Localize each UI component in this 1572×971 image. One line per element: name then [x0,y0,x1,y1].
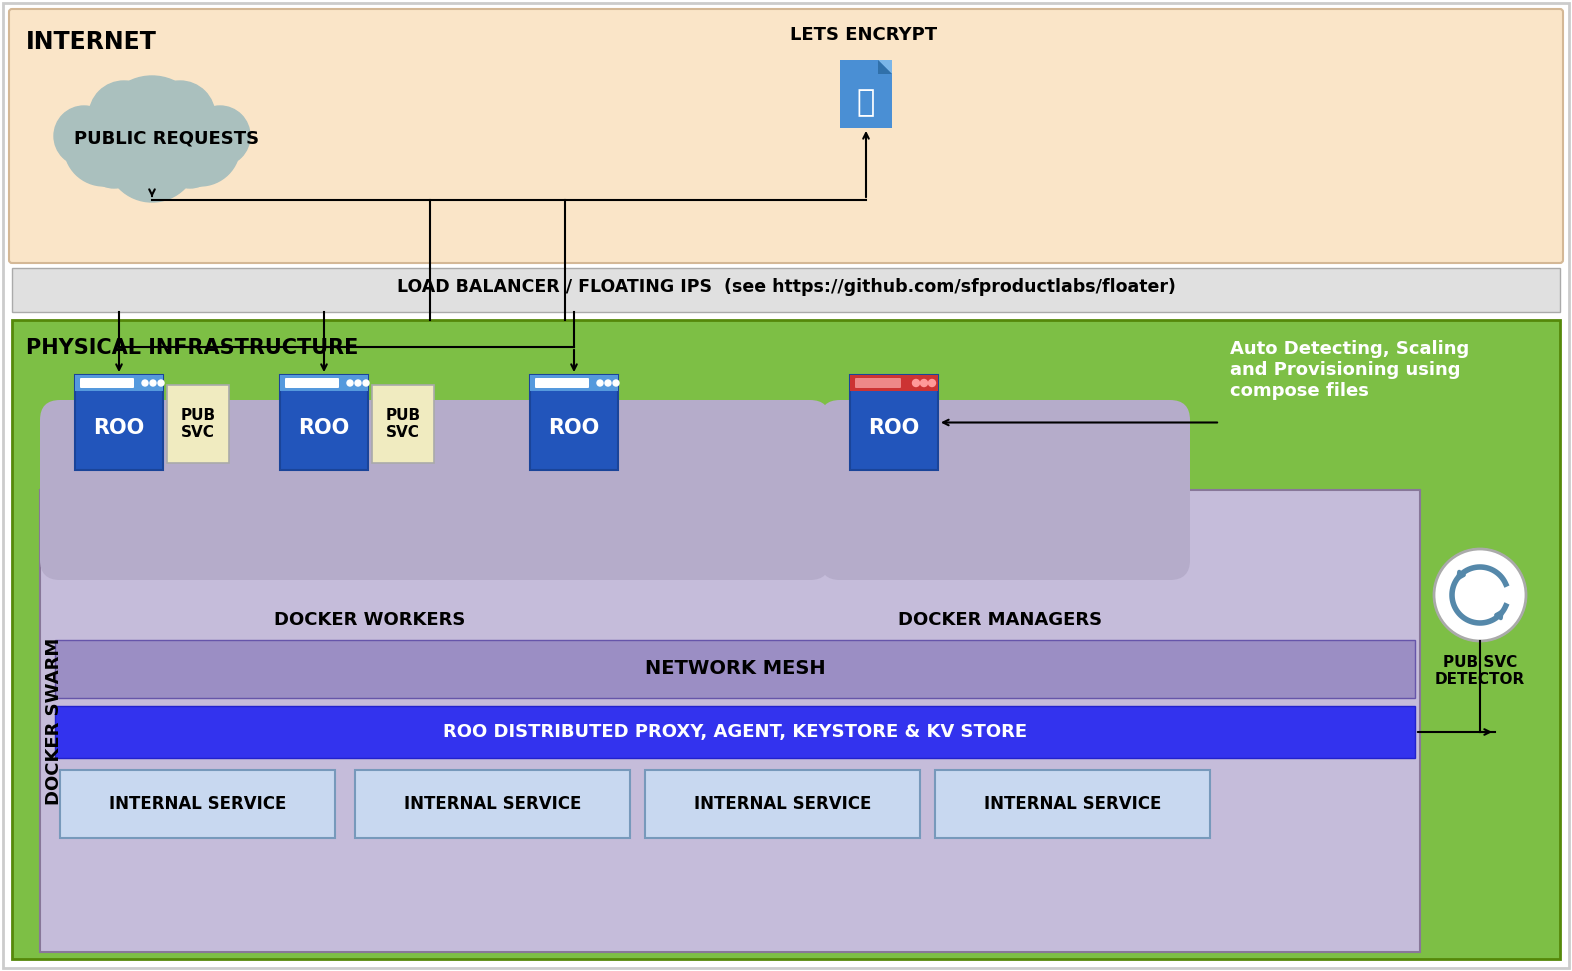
Text: INTERNAL SERVICE: INTERNAL SERVICE [984,795,1162,813]
Text: NETWORK MESH: NETWORK MESH [645,659,825,679]
FancyBboxPatch shape [935,770,1210,838]
Circle shape [53,106,115,166]
Text: ROO: ROO [549,419,599,439]
FancyBboxPatch shape [645,770,920,838]
Text: DOCKER WORKERS: DOCKER WORKERS [274,611,465,629]
Text: PUB
SVC: PUB SVC [181,408,215,440]
FancyBboxPatch shape [75,375,163,391]
FancyBboxPatch shape [839,60,891,128]
Text: DOCKER MANAGERS: DOCKER MANAGERS [898,611,1102,629]
Text: LOAD BALANCER / FLOATING IPS  (see https://github.com/sfproductlabs/floater): LOAD BALANCER / FLOATING IPS (see https:… [396,278,1176,296]
FancyBboxPatch shape [373,385,434,463]
FancyBboxPatch shape [55,706,1415,758]
FancyBboxPatch shape [75,375,163,470]
Circle shape [912,380,920,386]
Text: INTERNAL SERVICE: INTERNAL SERVICE [693,795,871,813]
Text: INTERNET: INTERNET [27,30,157,54]
Circle shape [1434,549,1526,641]
FancyBboxPatch shape [530,375,618,391]
Circle shape [101,76,204,180]
Circle shape [190,106,250,166]
Circle shape [149,380,156,386]
Circle shape [160,106,241,186]
Circle shape [929,380,935,386]
Text: ⚿: ⚿ [857,87,876,117]
Text: Auto Detecting, Scaling
and Provisioning using
compose files: Auto Detecting, Scaling and Provisioning… [1229,340,1470,400]
Circle shape [347,380,354,386]
Circle shape [145,81,215,151]
FancyBboxPatch shape [850,375,938,470]
Text: INTERNAL SERVICE: INTERNAL SERVICE [404,795,582,813]
FancyBboxPatch shape [285,378,340,388]
FancyBboxPatch shape [850,375,938,391]
Text: LETS ENCRYPT: LETS ENCRYPT [791,26,937,44]
Circle shape [162,132,219,188]
FancyBboxPatch shape [39,400,830,580]
Text: DOCKER SWARM: DOCKER SWARM [46,637,63,805]
Circle shape [355,380,362,386]
FancyBboxPatch shape [355,770,630,838]
Text: ROO DISTRIBUTED PROXY, AGENT, KEYSTORE & KV STORE: ROO DISTRIBUTED PROXY, AGENT, KEYSTORE &… [443,723,1027,741]
FancyBboxPatch shape [167,385,230,463]
Circle shape [597,380,604,386]
FancyBboxPatch shape [55,640,1415,698]
Circle shape [86,132,141,188]
FancyBboxPatch shape [534,378,590,388]
FancyBboxPatch shape [530,375,618,470]
Text: PHYSICAL INFRASTRUCTURE: PHYSICAL INFRASTRUCTURE [27,338,358,358]
FancyBboxPatch shape [9,9,1563,263]
Text: ROO: ROO [93,419,145,439]
FancyBboxPatch shape [80,378,134,388]
Polygon shape [879,60,891,74]
Circle shape [363,380,369,386]
FancyBboxPatch shape [855,378,901,388]
FancyBboxPatch shape [821,400,1190,580]
Circle shape [921,380,927,386]
Text: ROO: ROO [868,419,920,439]
Text: PUBLIC REQUESTS: PUBLIC REQUESTS [74,129,259,147]
Text: INTERNAL SERVICE: INTERNAL SERVICE [108,795,286,813]
Polygon shape [879,60,891,74]
Circle shape [159,380,163,386]
Circle shape [605,380,612,386]
Text: PUB
SVC: PUB SVC [385,408,421,440]
FancyBboxPatch shape [13,320,1559,959]
Circle shape [613,380,619,386]
Circle shape [64,106,145,186]
FancyBboxPatch shape [60,770,335,838]
FancyBboxPatch shape [39,490,1420,952]
Text: PUB SVC
DETECTOR: PUB SVC DETECTOR [1435,655,1525,687]
FancyBboxPatch shape [13,268,1559,312]
Circle shape [90,81,159,151]
FancyBboxPatch shape [280,375,368,470]
Circle shape [105,110,198,202]
FancyBboxPatch shape [280,375,368,391]
Text: ROO: ROO [299,419,349,439]
Circle shape [141,380,148,386]
